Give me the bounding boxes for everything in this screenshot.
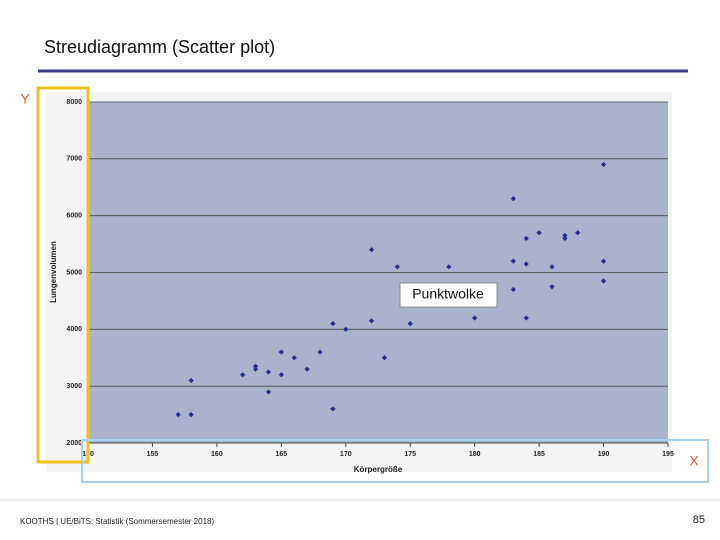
y-highlight [36,86,90,464]
x-tick-label: 160 [211,451,223,458]
point [562,232,568,239]
point [523,235,529,241]
point [472,315,478,321]
point [278,372,284,378]
point [394,264,400,270]
point [330,321,336,327]
point [188,411,194,418]
point [278,349,284,355]
point [536,230,542,236]
point [330,406,336,412]
point [600,258,607,264]
point [549,284,555,290]
point [265,369,272,375]
callout-box [399,282,498,308]
point [368,318,375,324]
x-tick-label: 195 [662,451,674,458]
y-tick-label: 2000 [66,440,82,447]
x-tick-label: 180 [469,451,481,458]
point [304,366,310,372]
point [368,247,375,253]
point [510,258,516,264]
point [252,363,259,369]
x-highlight [81,439,709,483]
point [240,372,246,378]
point [175,411,181,418]
x-tick-label: 175 [404,451,416,458]
point [600,278,607,284]
point [252,366,259,372]
x-tick-label: 155 [147,451,159,458]
point [510,196,516,202]
point [188,377,194,384]
point [523,315,529,321]
callout: Punktwolke [412,286,484,302]
y-tick-label: 7000 [66,156,82,163]
point [575,230,581,236]
point [381,355,388,361]
point [562,235,568,241]
point [317,349,323,355]
point [510,286,516,293]
x-tick-label: 165 [275,451,287,458]
x-tick-label: 185 [533,451,545,458]
point [265,389,272,395]
point [446,264,452,270]
x-annotation: X [689,453,699,469]
y-tick-label: 5000 [66,269,82,276]
y-tick-label: 6000 [66,213,82,220]
page-number: 85 [693,514,705,526]
point [407,321,413,327]
x-tick-label: 190 [598,451,610,458]
point [291,355,297,361]
y-tick-label: 8000 [66,99,82,106]
slide-title: Streudiagramm (Scatter plot) [44,37,275,57]
y-annotation: Y [20,91,30,107]
point [523,261,529,267]
x-axis-label: Körpergröße [354,465,403,474]
point [549,264,555,270]
x-tick-label: 170 [340,451,352,458]
point [600,161,607,168]
point [343,326,349,332]
y-tick-label: 4000 [66,326,82,333]
y-axis-label: Lungenvolumen [49,241,58,303]
footer-text: KOOTHS | UE/BiTS: Statistik (Sommersemes… [20,517,214,526]
y-tick-label: 3000 [66,383,82,390]
